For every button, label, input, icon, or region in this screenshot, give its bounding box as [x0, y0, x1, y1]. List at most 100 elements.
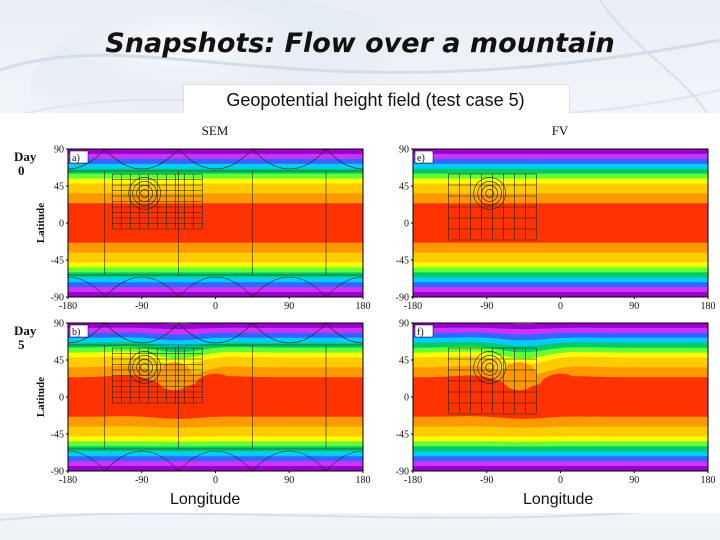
field-band — [413, 153, 708, 160]
y-tick-label: 45 — [54, 182, 64, 193]
field-band — [413, 337, 708, 347]
field-band — [413, 267, 708, 273]
grid-line — [252, 450, 327, 471]
y-tick-label: -90 — [396, 293, 409, 304]
ylabel: Latitude — [35, 377, 47, 417]
y-tick-label: 90 — [54, 319, 64, 330]
field-band — [68, 380, 363, 397]
grid-line — [252, 149, 327, 170]
grid-line — [325, 149, 363, 170]
field-band — [68, 168, 363, 175]
field-band — [413, 178, 708, 185]
grid-line — [252, 276, 327, 297]
mountain-feature — [501, 362, 538, 391]
mountain-feature — [156, 362, 193, 391]
panel-4 — [411, 322, 709, 473]
field-band — [68, 227, 363, 234]
contour-line — [485, 363, 495, 372]
x-tick-label: 0 — [213, 301, 218, 312]
contour-line — [128, 177, 161, 210]
row-label-number: 5 — [18, 337, 25, 352]
field-band — [413, 257, 708, 264]
field-band — [68, 183, 363, 190]
field-band — [413, 342, 708, 354]
grid-line — [68, 276, 106, 297]
field-band — [68, 456, 363, 462]
field-band — [68, 267, 363, 273]
field-band — [413, 431, 708, 438]
field-band — [413, 466, 708, 471]
field-band — [413, 188, 708, 194]
field-band — [413, 380, 708, 397]
grid-line — [252, 323, 327, 344]
field-band — [68, 431, 363, 438]
field-band — [68, 163, 363, 170]
field-band — [68, 213, 363, 219]
y-tick-label: 45 — [399, 182, 409, 193]
field-band — [413, 173, 708, 180]
field-band — [413, 461, 708, 467]
panel-letter: e) — [417, 153, 425, 164]
contour-line — [477, 355, 503, 380]
field-band — [413, 456, 708, 462]
field-band — [68, 242, 363, 249]
figure-subtitle: Geopotential height field (test case 5) — [226, 90, 525, 110]
grid-line — [178, 323, 253, 344]
field-band — [413, 360, 708, 378]
contour-line — [132, 181, 157, 206]
field-band — [413, 277, 708, 283]
panel-letter-box — [414, 324, 434, 338]
field-band — [413, 198, 708, 204]
xlabel-left: Longitude — [170, 491, 241, 508]
panel-letter-box — [69, 324, 89, 338]
field-band — [68, 466, 363, 471]
x-tick-label: -180 — [404, 475, 422, 486]
field-band — [68, 247, 363, 254]
field-band — [413, 400, 708, 412]
field-band — [413, 375, 708, 393]
y-tick-label: 0 — [59, 393, 64, 404]
field-band — [413, 203, 708, 209]
grid-line — [0, 277, 31, 297]
contour-line — [481, 359, 499, 376]
x-tick-label: 180 — [356, 301, 371, 312]
y-tick-label: 45 — [54, 356, 64, 367]
x-tick-label: 0 — [213, 475, 218, 486]
contour-line — [140, 363, 149, 372]
grid-line — [178, 276, 253, 297]
panel-letter: b) — [72, 327, 80, 338]
x-tick-label: -90 — [135, 475, 148, 486]
field-band — [413, 149, 708, 155]
field-band — [68, 461, 363, 467]
x-tick-label: 0 — [558, 301, 563, 312]
field-band — [413, 446, 708, 453]
x-tick-label: -90 — [480, 475, 493, 486]
column-title-fv: FV — [552, 123, 569, 138]
y-tick-label: 45 — [399, 356, 409, 367]
grid-line — [104, 276, 179, 297]
panel-2 — [411, 148, 709, 299]
grid-line — [104, 149, 179, 170]
x-tick-label: 180 — [701, 475, 716, 486]
panel-letter-box — [414, 150, 434, 164]
grid-line — [68, 323, 106, 344]
grid-line — [325, 276, 363, 297]
y-tick-label: -90 — [51, 293, 64, 304]
field-band — [68, 173, 363, 180]
panel-letter: a) — [72, 153, 80, 164]
ylabel: Latitude — [35, 203, 47, 243]
field-band — [68, 257, 363, 264]
field-band — [68, 252, 363, 259]
field-band — [68, 436, 363, 443]
field-band — [413, 223, 708, 229]
field-band — [68, 287, 363, 293]
y-tick-label: 90 — [399, 145, 409, 156]
field-band — [68, 451, 363, 457]
field-band — [413, 287, 708, 293]
field-band — [413, 411, 708, 420]
field-band — [413, 158, 708, 165]
y-tick-label: -90 — [51, 467, 64, 478]
grid-line — [325, 450, 363, 471]
y-tick-label: 90 — [399, 319, 409, 330]
